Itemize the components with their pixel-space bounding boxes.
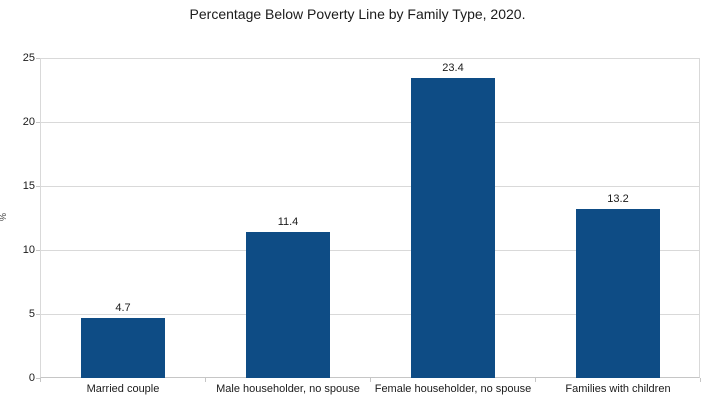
x-axis-tick bbox=[535, 378, 536, 382]
bar-value-label: 11.4 bbox=[277, 216, 299, 228]
x-axis-tick bbox=[700, 378, 701, 382]
x-axis-tick bbox=[370, 378, 371, 382]
bar-value-label: 4.7 bbox=[115, 302, 131, 314]
bar-value-label: 23.4 bbox=[442, 62, 464, 74]
x-axis-tick bbox=[205, 378, 206, 382]
y-axis-tick bbox=[36, 122, 40, 123]
gridline bbox=[40, 122, 700, 123]
y-axis-tick bbox=[36, 378, 40, 379]
y-axis-title: % bbox=[0, 213, 8, 221]
x-axis-tick bbox=[40, 378, 41, 382]
bar bbox=[81, 318, 165, 378]
y-tick-label: 20 bbox=[22, 116, 35, 128]
bar-value-label: 13.2 bbox=[607, 193, 629, 205]
y-tick-label: 15 bbox=[22, 180, 35, 192]
x-category-label: Families with children bbox=[565, 383, 671, 395]
y-tick-label: 10 bbox=[22, 244, 35, 256]
y-tick-label: 25 bbox=[22, 52, 35, 64]
gridline bbox=[40, 314, 700, 315]
bar bbox=[411, 78, 495, 378]
gridline bbox=[40, 186, 700, 187]
y-axis-tick bbox=[36, 314, 40, 315]
chart-title: Percentage Below Poverty Line by Family … bbox=[189, 6, 526, 22]
y-axis-tick bbox=[36, 186, 40, 187]
bar bbox=[576, 209, 660, 378]
y-tick-label: 0 bbox=[28, 372, 35, 384]
x-category-label: Married couple bbox=[86, 383, 160, 395]
y-tick-label: 5 bbox=[28, 308, 35, 320]
x-category-label: Female householder, no spouse bbox=[374, 383, 532, 395]
bar bbox=[246, 232, 330, 378]
y-axis-tick bbox=[36, 58, 40, 59]
y-axis-tick bbox=[36, 250, 40, 251]
x-category-label: Male householder, no spouse bbox=[216, 383, 360, 395]
gridline bbox=[40, 250, 700, 251]
